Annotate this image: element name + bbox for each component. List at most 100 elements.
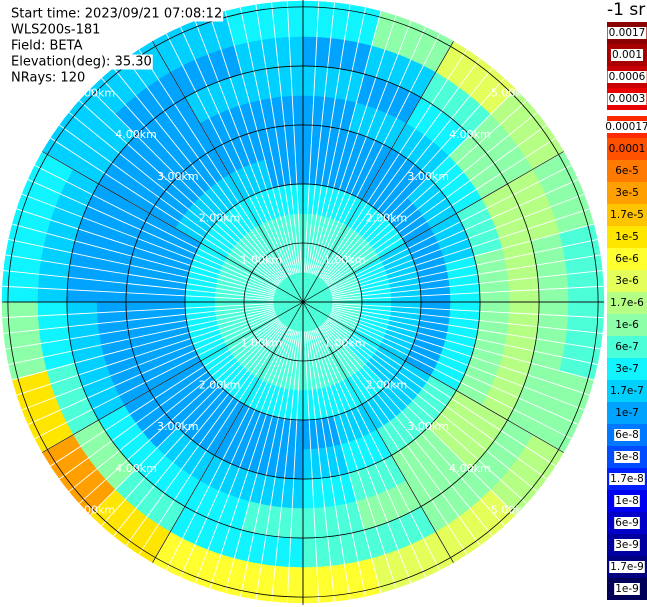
cell [302,444,350,480]
colorbar-label-bg [607,71,647,83]
cell [445,255,481,303]
colorbar-label: 3e-9 [615,539,639,551]
ray-seam [224,11,296,274]
ray-seam [314,26,426,276]
ray-seam [138,326,288,555]
ray-seam [27,179,277,291]
cell [302,124,350,160]
ray-seam [286,1,302,273]
header-line: NRays: 120 [11,71,85,86]
header-bg [10,38,84,54]
colorbar-label: 6e-6 [615,253,639,265]
colorbar-label: 0.0006 [609,71,646,83]
colorbar-label-bg [610,49,644,61]
ray-seam [330,312,585,411]
ray-seam [308,330,367,597]
ray-seam [271,331,301,602]
ray-seam [314,328,426,578]
ray-seam [21,193,276,292]
range-label: 4.00km [449,462,491,475]
colorbar-label: 6e-8 [615,429,639,441]
ray-seam [113,324,285,537]
ray-seam [286,331,302,603]
ray-seam [8,238,275,297]
ray-seam [315,33,441,276]
range-ring [184,183,422,421]
range-label: 2.00km [366,212,408,225]
ray-seam [330,193,585,292]
ray-seam [329,314,572,440]
ray-seam [194,20,293,275]
spoke [42,151,304,303]
ray-seam [322,78,505,281]
ray-seam [34,314,277,440]
range-label: 3.00km [407,420,449,433]
colorbar-label-bg [604,121,647,133]
ray-seam [165,328,291,571]
colorbar-block [607,358,647,380]
ray-seam [319,58,481,279]
colorbar: -1 sr 0.0017 0.001 0.0006 0.0003 0.00017 0.000… [604,0,647,600]
ray-seam [307,4,351,273]
ray-seam [329,179,579,291]
range-ring [243,242,363,362]
ray-seam [16,208,276,294]
ray-seam [5,254,274,298]
range-label: 3.00km [157,170,199,183]
colorbar-label-bg [607,93,647,105]
ray-seam [332,285,604,301]
ray-seam [3,270,274,300]
ray-seam [12,223,275,295]
range-label: 1.00km [324,253,366,266]
spoke [302,151,564,303]
header-line: Start time: 2023/09/21 07:08:12 [11,7,222,22]
colorbar-block [607,160,647,182]
cell [256,444,304,480]
range-label: 2.00km [199,212,241,225]
range-label: 4.00km [449,128,491,141]
ray-seam [209,329,295,589]
ray-seam [323,322,517,516]
ray-seam [330,310,590,396]
ray-seam [8,307,275,366]
ray-seam [323,88,517,282]
ray-seam [68,112,281,284]
ray-seam [271,2,301,273]
ray-seam [313,329,412,584]
colorbar-label: 6e-5 [615,165,639,177]
colorbar-label: 0.00017 [605,121,647,133]
ray-seam [331,309,594,381]
ray-seam [331,223,594,295]
range-labels: 1.00km 1.00km 1.00km 1.00km 2.00km 2.00km 2.00… [74,86,533,516]
header-line: Field: BETA [11,39,83,54]
range-label: 5.00km [74,86,116,99]
ray-seam [324,321,527,504]
colorbar-label: 3e-8 [615,451,639,463]
colorbar-label-bg [614,451,640,463]
colorbar-label: 1e-6 [615,319,639,331]
range-label: 5.00km [491,504,533,517]
range-label: 4.00km [115,462,157,475]
ray-seam [224,330,296,593]
range-label: 3.00km [407,170,449,183]
ray-seam [310,11,382,274]
ray-seam [89,88,283,282]
spoke [152,301,304,563]
colorbar-block [607,314,647,336]
ray-seam [180,328,292,578]
ray-seam [68,320,281,492]
range-label: 5.00km [491,86,533,99]
ray-seam [332,306,601,350]
range-label: 2.00km [366,378,408,391]
ray-seam [329,164,572,290]
ray-seam [255,331,299,600]
spoke [152,41,304,303]
ray-seam [180,26,292,276]
ray-seam [2,303,274,319]
colorbar-label: 0.0001 [609,143,646,155]
range-label: 4.00km [115,128,157,141]
ray-seam [331,238,598,297]
ray-seam [89,322,283,516]
colorbar-label-bg [609,561,645,573]
